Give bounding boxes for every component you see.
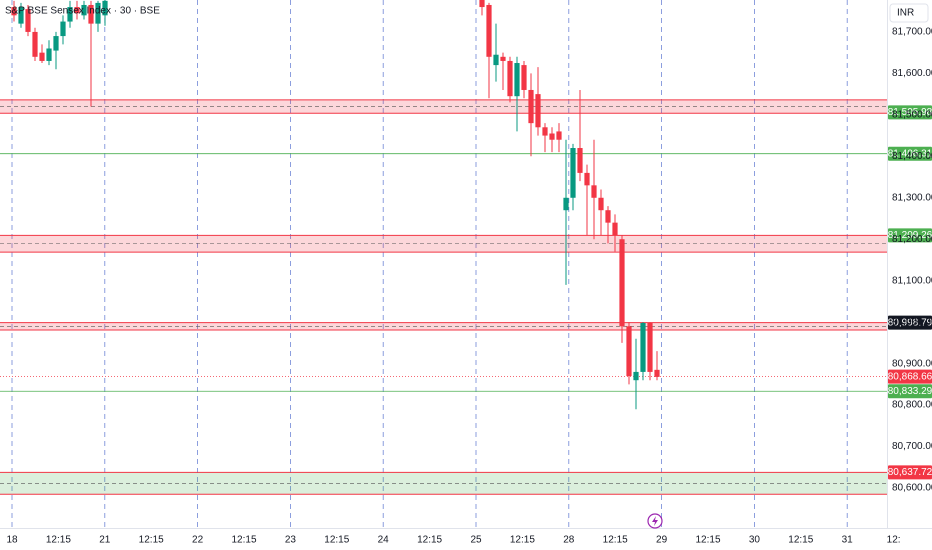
candle-body	[570, 148, 576, 198]
candle-body	[53, 36, 59, 51]
candle-body	[626, 326, 632, 377]
candle-body	[514, 63, 520, 97]
candle-body	[647, 322, 653, 372]
candle-body	[556, 131, 562, 140]
y-tick-label: 80,900.00	[892, 358, 932, 369]
candle-body	[88, 4, 94, 24]
x-tick-label: 12:15	[139, 535, 164, 546]
candle-body	[521, 65, 527, 90]
candle-body	[612, 222, 618, 236]
candle-body	[74, 7, 80, 14]
candle-body	[591, 185, 597, 198]
candle-body	[60, 21, 66, 37]
candle-body	[493, 54, 499, 66]
price-label: 81,209.26	[888, 230, 932, 241]
candle-body	[640, 322, 646, 372]
y-tick-label: 81,100.00	[892, 275, 932, 286]
candle-body	[479, 0, 485, 8]
candle-body	[528, 89, 534, 124]
price-label-box	[888, 315, 932, 330]
candle-body	[605, 210, 611, 223]
candle-body	[563, 197, 569, 211]
price-label: 80,998.79	[888, 317, 932, 328]
overlay: 81,505.98 81,406.31 81,209.26 80,998.79 80,8…	[888, 105, 932, 480]
candle-body	[500, 56, 506, 61]
price-label: 81,505.98	[888, 107, 932, 118]
x-tick-label: 12:15	[603, 535, 628, 546]
candle-body	[39, 52, 45, 61]
candle-body	[11, 7, 17, 16]
x-tick-label: 12:	[887, 535, 901, 546]
price-label: 80,868.66	[888, 371, 932, 382]
x-tick-label: 23	[285, 535, 297, 546]
x-tick-label: 28	[563, 535, 575, 546]
x-tick-label: 31	[842, 535, 854, 546]
x-tick-label: 12:15	[417, 535, 442, 546]
x-tick-label: 24	[378, 535, 390, 546]
y-tick-label: 81,400.00	[892, 151, 932, 162]
candle-body	[507, 60, 513, 97]
y-tick-label: 80,800.00	[892, 400, 932, 411]
x-tick-label: 12:15	[324, 535, 349, 546]
x-tick-label: 12:15	[46, 535, 71, 546]
lightning-icon[interactable]	[647, 513, 663, 529]
price-label-box	[888, 146, 932, 161]
candle-body	[95, 2, 101, 24]
price-label-box	[888, 384, 932, 399]
candle-body	[32, 31, 38, 57]
y-tick-label: 81,600.00	[892, 68, 932, 79]
candle-body	[619, 239, 625, 327]
candle-body	[535, 94, 541, 128]
price-label: 80,833.29	[888, 386, 932, 397]
candle-body	[542, 127, 548, 136]
x-tick-label: 22	[192, 535, 204, 546]
candle-body	[25, 9, 31, 32]
y-tick-label: 80,600.00	[892, 483, 932, 494]
y-tick-label: 81,500.00	[892, 109, 932, 120]
y-tick-label: 81,300.00	[892, 192, 932, 203]
x-tick-label: 12:15	[695, 535, 720, 546]
candle-body	[46, 48, 52, 61]
y-tick-label: 81,700.00	[892, 27, 932, 38]
price-label-box	[888, 105, 932, 120]
candle-body	[577, 148, 583, 173]
x-tick-label: 18	[6, 535, 18, 546]
candle-body	[67, 7, 73, 22]
candle-body	[81, 4, 87, 16]
y-tick-label: 80,700.00	[892, 441, 932, 452]
price-label-box	[888, 465, 932, 480]
price-label-box	[888, 228, 932, 243]
x-tick-label: 21	[99, 535, 111, 546]
price-label: 80,637.72	[888, 467, 932, 478]
lightning-bolt	[652, 516, 658, 526]
candle-body	[549, 133, 555, 140]
candle-body	[18, 7, 24, 24]
candle-body	[598, 197, 604, 211]
price-label-box	[888, 369, 932, 384]
x-tick-label: 30	[749, 535, 761, 546]
candle-body	[633, 371, 639, 381]
chart-title: S&P BSE Sensex Index · 30 · BSE	[5, 6, 160, 17]
candle-body	[654, 369, 660, 377]
price-label: 81,406.31	[888, 148, 932, 159]
y-tick-label: 81,000.00	[892, 317, 932, 328]
currency: INR	[897, 8, 914, 19]
y-tick-label: 81,200.00	[892, 234, 932, 245]
candle-body	[584, 172, 590, 186]
x-tick-label: 12:15	[510, 535, 535, 546]
x-tick-label: 12:15	[788, 535, 813, 546]
plot-area	[0, 0, 887, 528]
candle-body	[102, 0, 108, 16]
currency-box[interactable]	[889, 3, 929, 23]
x-tick-label: 29	[656, 535, 668, 546]
x-tick-label: 12:15	[231, 535, 256, 546]
x-tick-label: 25	[470, 535, 482, 546]
candle-body	[486, 4, 492, 57]
